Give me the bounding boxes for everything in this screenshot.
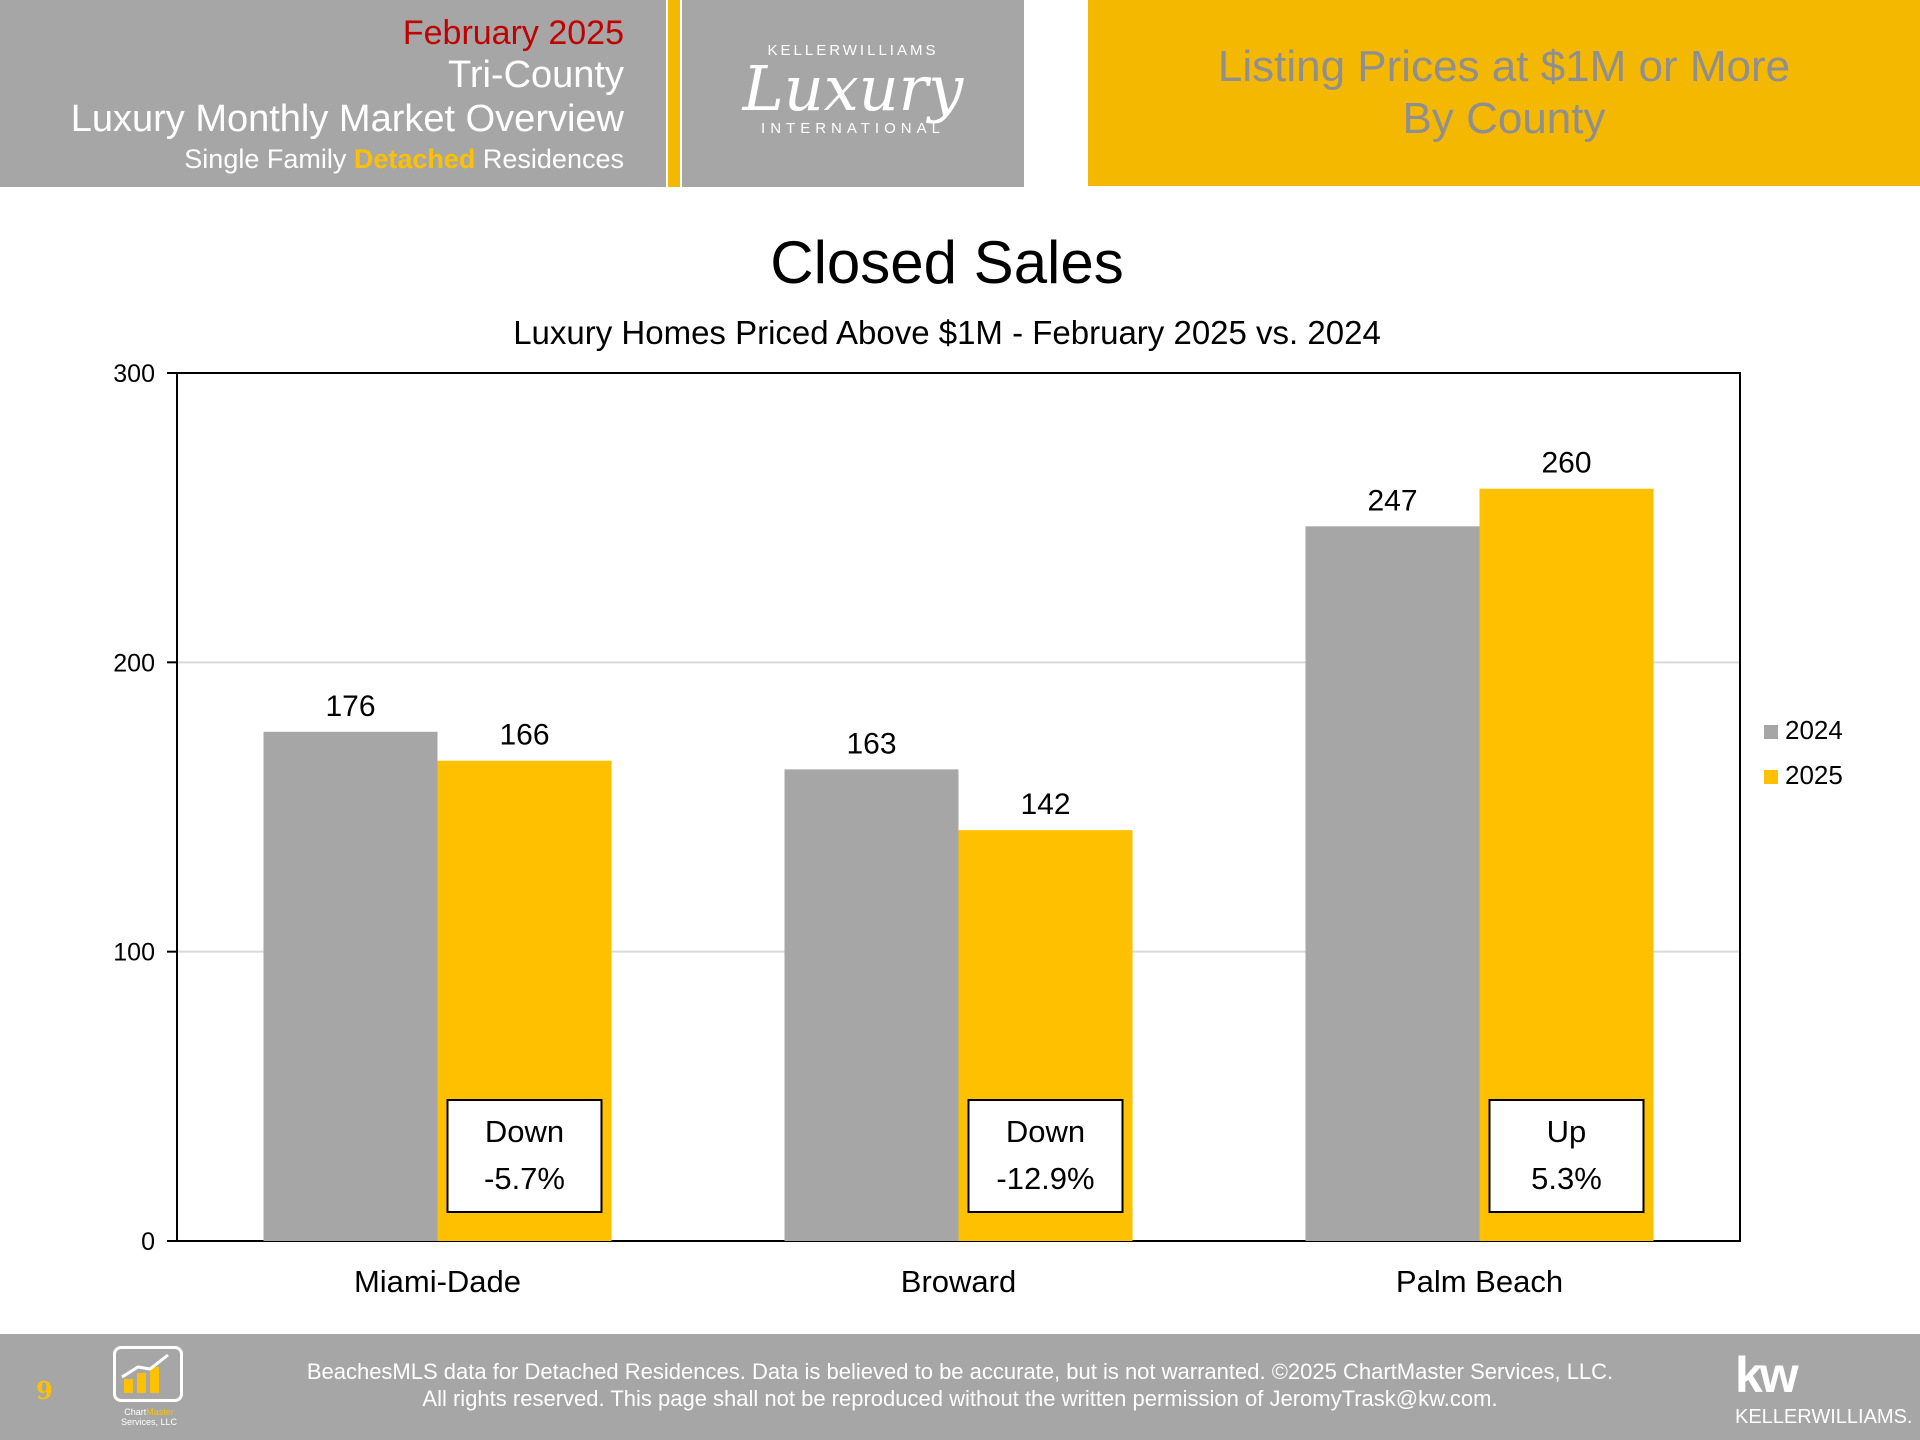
change-annotation-box: [967, 1099, 1124, 1213]
data-label: 260: [1541, 447, 1591, 480]
chartmaster-name-b: Master: [146, 1407, 174, 1417]
kw-luxury-logo: KELLERWILLIAMS Luxury INTERNATIONAL: [682, 0, 1024, 187]
report-title: Luxury Monthly Market Overview: [70, 98, 624, 140]
y-tick-label: 100: [113, 939, 155, 967]
footer-disclaimer: BeachesMLS data for Detached Residences.…: [200, 1358, 1720, 1412]
report-segment: Single Family Detached Residences: [184, 144, 624, 175]
change-direction-label: Down: [1006, 1114, 1085, 1149]
chartmaster-name-c: Services, LLC: [120, 1417, 178, 1427]
logo-script-text: Luxury: [742, 52, 964, 125]
legend-swatch: [1764, 725, 1778, 739]
legend-swatch: [1764, 770, 1778, 784]
chartmaster-name-a: Chart: [124, 1407, 147, 1417]
legend-label: 2025: [1785, 760, 1843, 790]
report-date: February 2025: [402, 14, 624, 52]
data-label: 247: [1367, 484, 1417, 517]
y-tick-label: 200: [113, 649, 155, 677]
y-tick-label: 300: [113, 360, 155, 388]
segment-prefix: Single Family: [184, 144, 354, 174]
topic-line-2: By County: [1402, 94, 1606, 143]
x-tick-label: Miami-Dade: [354, 1264, 521, 1299]
change-direction-label: Down: [485, 1114, 564, 1149]
closed-sales-bar-chart: 0 100 200 300 176 166 Miami-Dade Down -5.7% 163 14…: [113, 360, 1843, 1299]
chartmaster-logo-icon: [113, 1346, 183, 1402]
header-divider: [668, 0, 680, 187]
change-percent-label: -5.7%: [484, 1161, 565, 1196]
header-topic-panel: Listing Prices at $1M or More By County: [1088, 0, 1920, 186]
bar-2024-miami-dade: [263, 731, 438, 1241]
change-direction-label: Up: [1547, 1114, 1587, 1149]
bar-2024-broward: [784, 769, 959, 1241]
bar-2024-palm-beach: [1305, 526, 1480, 1241]
chart-title: Closed Sales: [770, 229, 1124, 296]
data-label: 176: [325, 690, 375, 723]
kw-logo-name: KELLERWILLIAMS.: [1735, 1406, 1913, 1428]
x-tick-label: Broward: [901, 1264, 1016, 1299]
report-region: Tri-County: [448, 54, 624, 96]
segment-suffix: Residences: [475, 144, 624, 174]
logo-bottom-text: INTERNATIONAL: [761, 120, 945, 137]
header-panel: February 2025 Tri-County Luxury Monthly …: [0, 0, 666, 187]
data-label: 166: [499, 719, 549, 752]
topic-line-1: Listing Prices at $1M or More: [1217, 42, 1791, 91]
data-label: 163: [846, 727, 896, 760]
change-percent-label: -12.9%: [996, 1161, 1094, 1196]
page-number: 9: [36, 1376, 53, 1405]
chartmaster-logo-text: ChartMaster Services, LLC: [104, 1407, 194, 1427]
change-annotation-box: [446, 1099, 603, 1213]
change-annotation-box: [1488, 1099, 1645, 1213]
footer: 9 ChartMaster Services, LLC BeachesMLS da…: [0, 1334, 1920, 1440]
chart-subtitle: Luxury Homes Priced Above $1M - February…: [513, 314, 1381, 351]
kw-logo-icon: kw: [1735, 1347, 1799, 1403]
change-percent-label: 5.3%: [1531, 1161, 1602, 1196]
disclaimer-line-2: All rights reserved. This page shall not…: [422, 1386, 1498, 1411]
chartmaster-bars-icon: [121, 1353, 169, 1393]
legend-label: 2024: [1785, 715, 1843, 745]
disclaimer-line-1: BeachesMLS data for Detached Residences.…: [306, 1359, 1614, 1384]
segment-highlight: Detached: [353, 144, 476, 174]
logo-top-text: KELLERWILLIAMS: [767, 42, 939, 59]
data-label: 142: [1020, 788, 1070, 821]
x-tick-label: Palm Beach: [1396, 1264, 1563, 1299]
y-tick-label: 0: [141, 1228, 155, 1256]
